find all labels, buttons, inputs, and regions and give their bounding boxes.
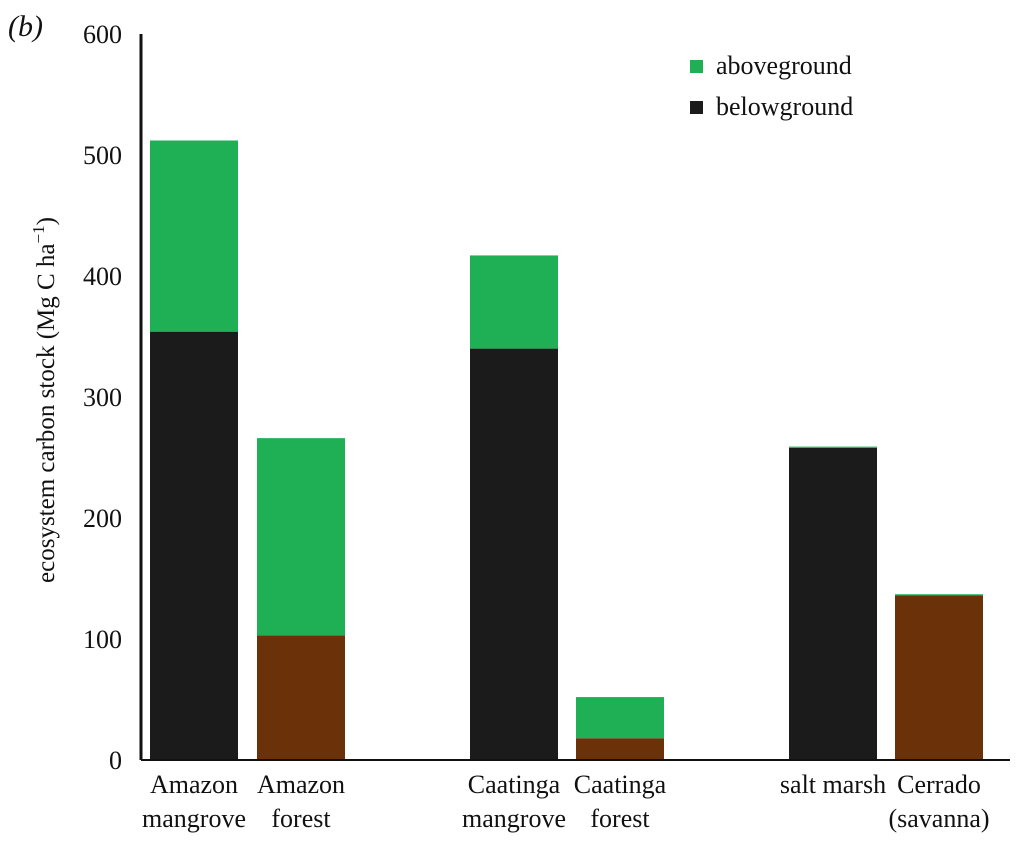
x-category-label: Caatinga forest (574, 770, 667, 833)
legend-swatch-belowground (690, 101, 703, 114)
bar-aboveground-5 (895, 594, 983, 596)
y-tick-label: 200 (83, 504, 122, 533)
bar-aboveground-1 (257, 438, 345, 636)
bar-belowground-5 (895, 595, 983, 760)
legend-swatch-aboveground (690, 60, 703, 73)
legend-label-aboveground: aboveground (716, 51, 852, 80)
bar-belowground-3 (576, 738, 664, 760)
y-ticks: 0 100 200 300 400 500 600 (83, 20, 122, 775)
y-tick-label: 400 (83, 262, 122, 291)
x-category-label: Amazon mangrove (142, 770, 246, 833)
x-category-label: Caatinga mangrove (462, 770, 566, 833)
x-category-label: Amazon forest (257, 770, 345, 833)
y-tick-label: 100 (83, 625, 122, 654)
y-axis-label: ecosystem carbon stock (Mg C ha−1) (29, 217, 60, 583)
bar-aboveground-0 (150, 140, 238, 332)
bar-belowground-4 (789, 447, 877, 760)
bar-belowground-0 (150, 331, 238, 760)
bar-belowground-2 (470, 348, 558, 760)
y-tick-label: 500 (83, 141, 122, 170)
y-tick-label: 600 (83, 20, 122, 49)
axes-layer (139, 34, 1010, 761)
panel-label: (b) (8, 10, 43, 43)
bars-layer (150, 140, 983, 760)
y-tick-label: 300 (83, 383, 122, 412)
bar-belowground-1 (257, 635, 345, 760)
bar-aboveground-3 (576, 697, 664, 739)
y-tick-label: 0 (109, 746, 122, 775)
x-category-label: Cerrado (savanna) (888, 770, 989, 833)
bar-aboveground-4 (789, 446, 877, 448)
legend: aboveground belowground (690, 51, 853, 121)
x-category-label: salt marsh (780, 770, 886, 799)
legend-label-belowground: belowground (716, 92, 853, 121)
bar-aboveground-2 (470, 255, 558, 349)
